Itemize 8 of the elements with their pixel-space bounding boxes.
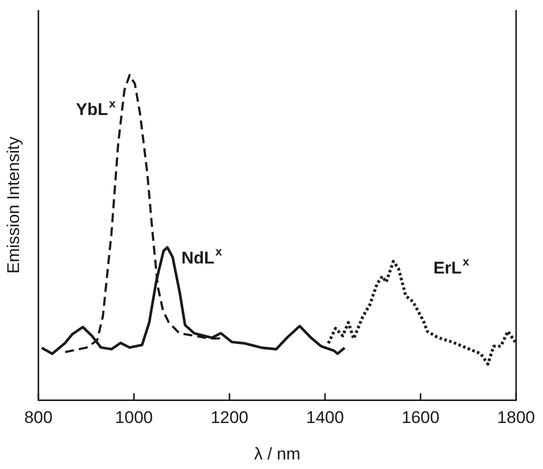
x-tick-label: 1400 <box>306 408 344 428</box>
x-axis-title: λ / nm <box>254 444 300 464</box>
x-tick-label: 1800 <box>497 408 536 428</box>
x-tick-label: 1200 <box>210 408 248 428</box>
x-tick-label: 800 <box>24 408 53 428</box>
x-tick-label: 1000 <box>115 408 153 428</box>
y-axis-title: Emission Intensity <box>4 136 23 274</box>
x-tick-label: 1600 <box>402 408 440 428</box>
